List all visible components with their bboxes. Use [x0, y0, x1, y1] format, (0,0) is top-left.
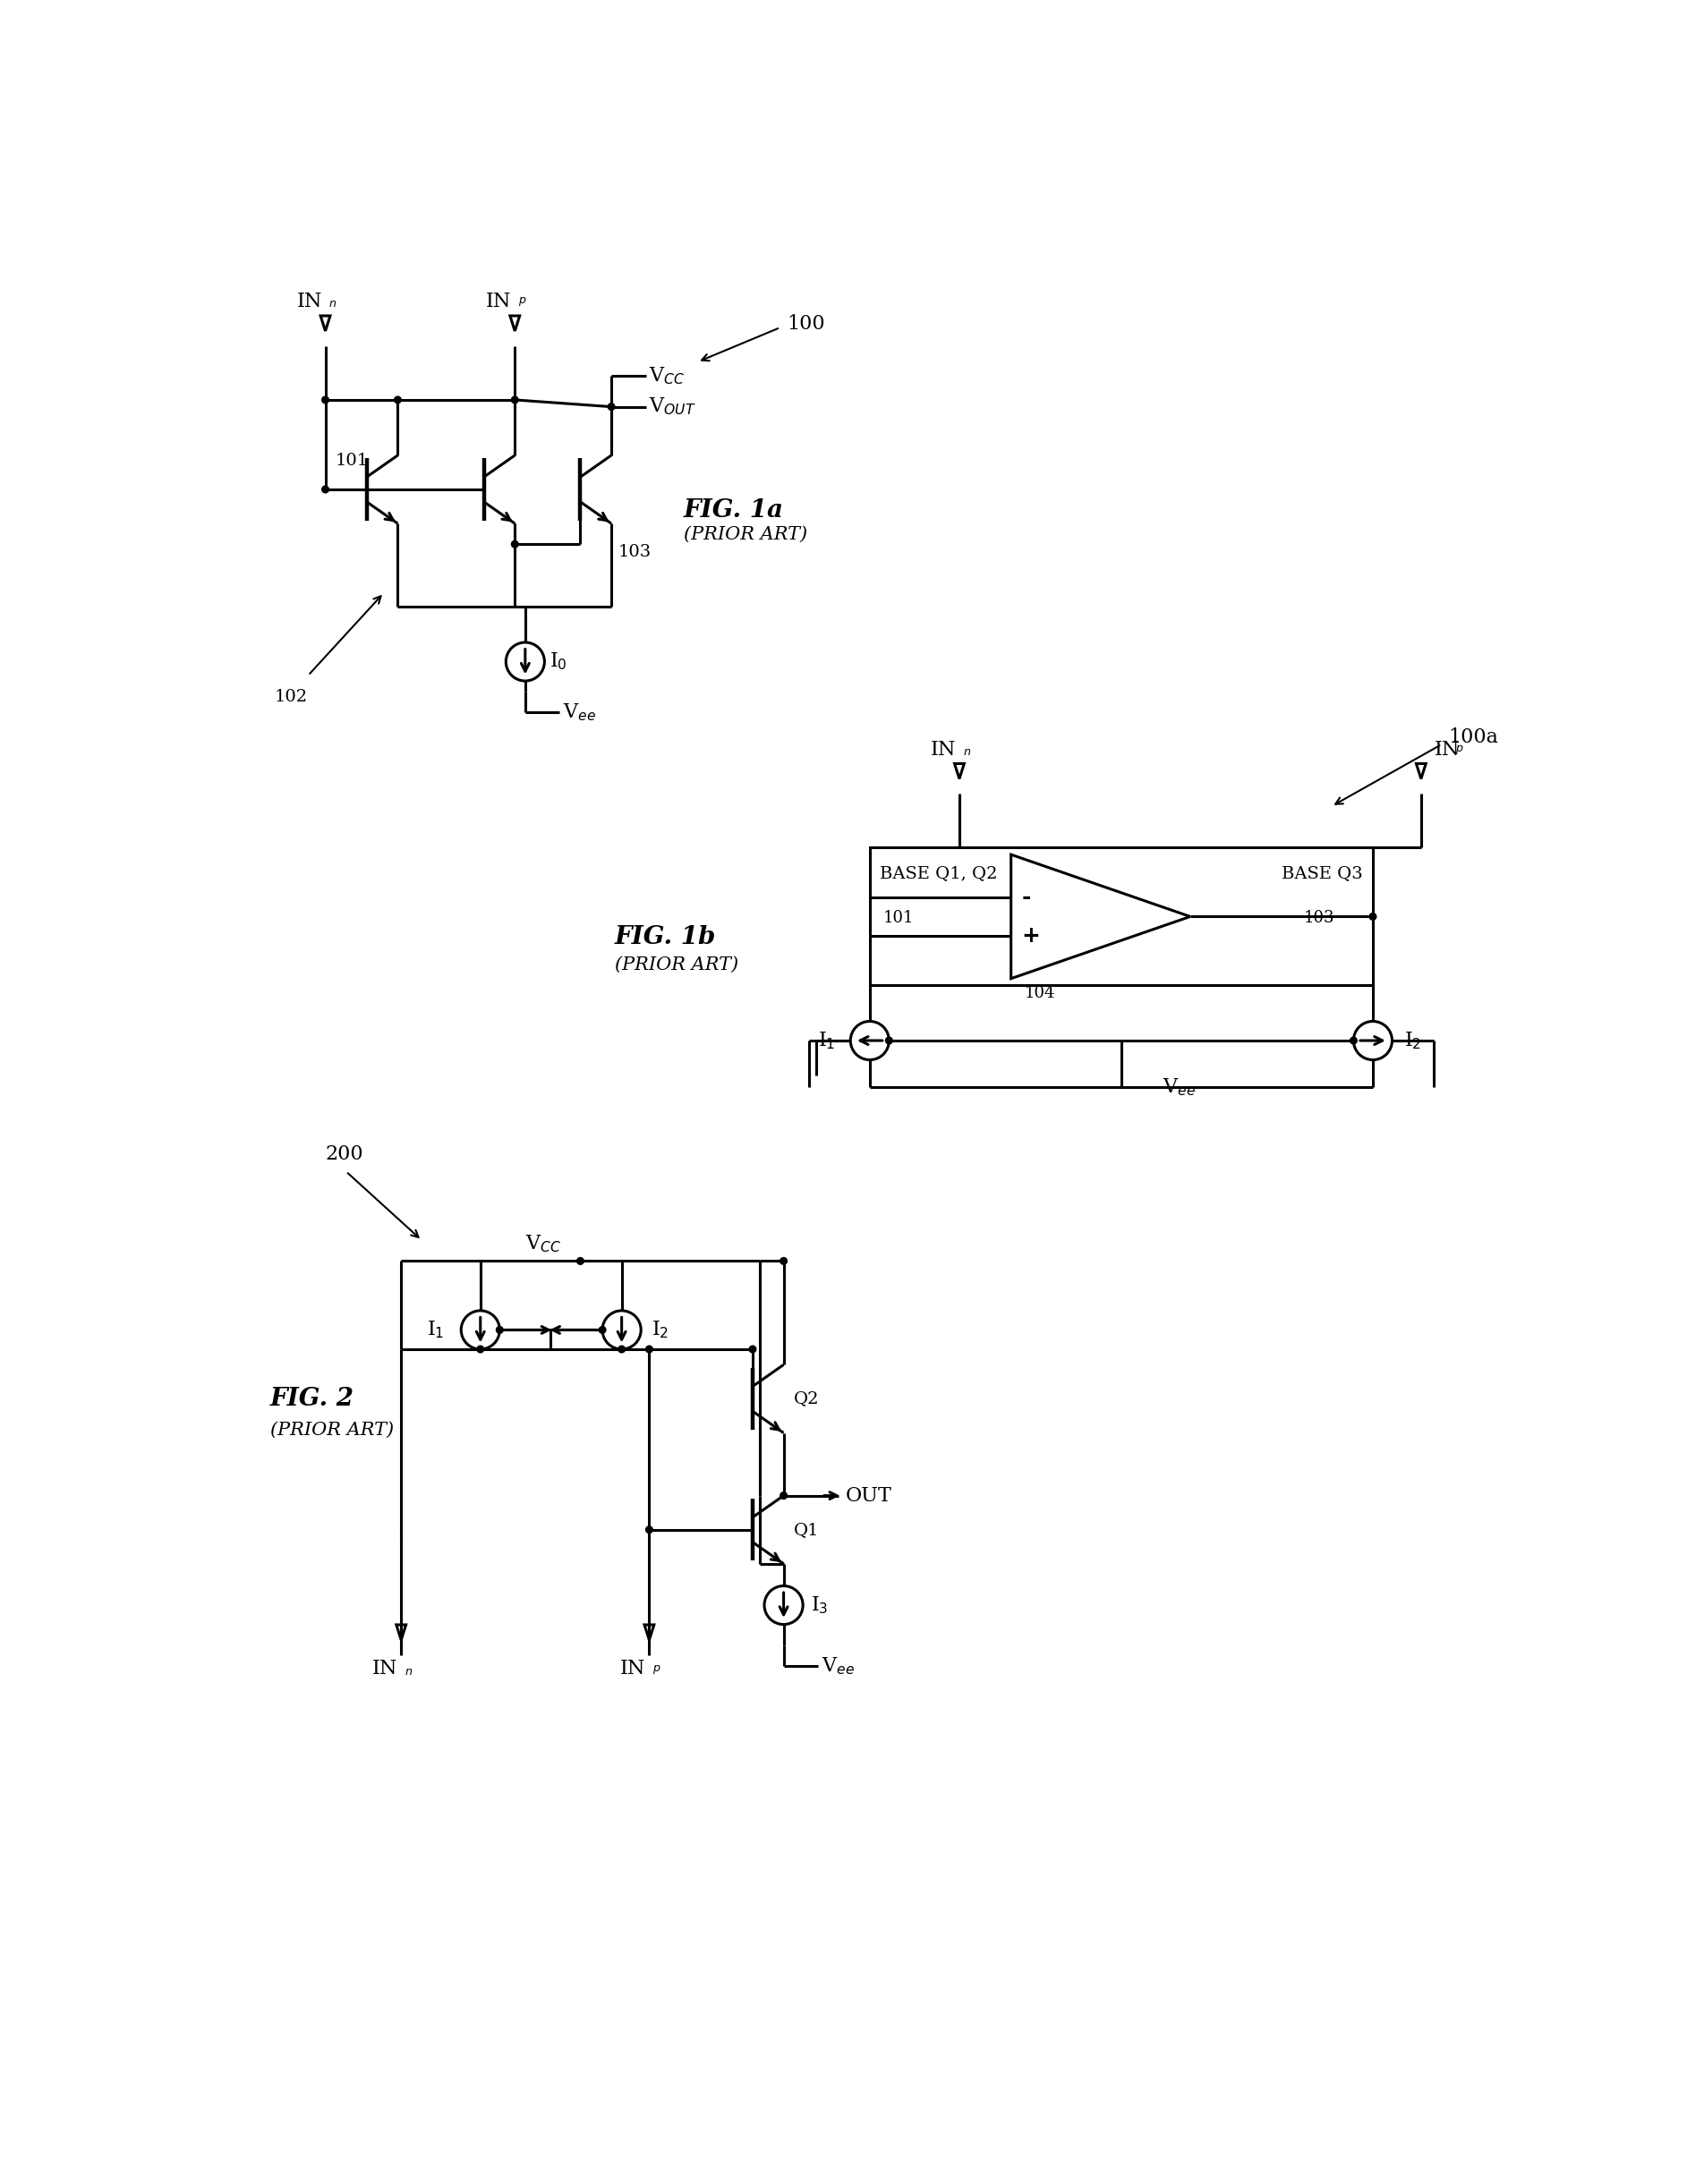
Text: 103: 103 — [1304, 911, 1334, 926]
Circle shape — [886, 1037, 892, 1044]
Text: 101: 101 — [884, 911, 914, 926]
Circle shape — [779, 1492, 788, 1498]
Text: 200: 200 — [326, 1144, 363, 1164]
Circle shape — [577, 1258, 584, 1265]
Text: $_n$: $_n$ — [329, 293, 337, 308]
Text: V$_{OUT}$: V$_{OUT}$ — [649, 395, 697, 417]
Circle shape — [646, 1527, 653, 1533]
Text: IN: IN — [486, 293, 511, 312]
Text: $_n$: $_n$ — [963, 740, 972, 756]
Text: IN: IN — [297, 293, 322, 312]
Circle shape — [617, 1345, 626, 1352]
Text: (PRIOR ART): (PRIOR ART) — [614, 957, 739, 974]
Text: V$_{ee}$: V$_{ee}$ — [822, 1655, 855, 1677]
Circle shape — [646, 1345, 653, 1352]
Text: IN: IN — [373, 1660, 398, 1679]
Text: IN: IN — [621, 1660, 646, 1679]
Circle shape — [779, 1258, 788, 1265]
Circle shape — [607, 404, 614, 411]
Text: V$_{ee}$: V$_{ee}$ — [1162, 1077, 1196, 1099]
Circle shape — [1350, 1037, 1356, 1044]
Text: I$_1$: I$_1$ — [818, 1031, 835, 1051]
Circle shape — [496, 1326, 503, 1334]
Text: FIG. 2: FIG. 2 — [270, 1387, 354, 1411]
Text: I$_2$: I$_2$ — [651, 1319, 668, 1341]
Bar — [870, 847, 1373, 985]
Circle shape — [477, 1345, 484, 1352]
Text: 103: 103 — [617, 544, 651, 561]
Text: IN: IN — [1436, 740, 1461, 760]
Text: $_p$: $_p$ — [1456, 740, 1464, 756]
Text: V$_{CC}$: V$_{CC}$ — [649, 365, 685, 387]
Text: $_p$: $_p$ — [518, 293, 526, 308]
Text: V$_{ee}$: V$_{ee}$ — [563, 701, 596, 723]
Text: I$_1$: I$_1$ — [427, 1319, 444, 1341]
Text: 101: 101 — [336, 452, 369, 470]
Circle shape — [395, 397, 402, 404]
Text: 102: 102 — [275, 690, 307, 705]
Circle shape — [599, 1326, 606, 1334]
Circle shape — [322, 397, 329, 404]
Text: $_n$: $_n$ — [405, 1660, 413, 1677]
Text: Q2: Q2 — [795, 1391, 820, 1406]
Circle shape — [1370, 913, 1377, 919]
Text: $_p$: $_p$ — [653, 1660, 661, 1677]
Text: I$_3$: I$_3$ — [811, 1594, 828, 1616]
Text: IN: IN — [931, 740, 957, 760]
Text: -: - — [1021, 887, 1031, 909]
Text: FIG. 1a: FIG. 1a — [683, 498, 784, 522]
Circle shape — [511, 397, 518, 404]
Text: (PRIOR ART): (PRIOR ART) — [270, 1422, 393, 1439]
Text: 104: 104 — [1024, 985, 1056, 1002]
Circle shape — [511, 542, 518, 548]
Text: 100a: 100a — [1449, 727, 1498, 747]
Text: BASE Q3: BASE Q3 — [1280, 865, 1363, 880]
Text: V$_{CC}$: V$_{CC}$ — [525, 1234, 562, 1254]
Text: BASE Q1, Q2: BASE Q1, Q2 — [881, 865, 997, 880]
Text: OUT: OUT — [845, 1485, 892, 1505]
Text: +: + — [1021, 926, 1041, 946]
Circle shape — [322, 487, 329, 494]
Circle shape — [749, 1345, 756, 1352]
Text: (PRIOR ART): (PRIOR ART) — [683, 526, 808, 542]
Text: I$_2$: I$_2$ — [1404, 1031, 1420, 1051]
Text: I$_0$: I$_0$ — [550, 651, 567, 673]
Text: Q1: Q1 — [795, 1522, 820, 1538]
Text: FIG. 1b: FIG. 1b — [614, 926, 717, 950]
Text: 100: 100 — [788, 314, 825, 334]
